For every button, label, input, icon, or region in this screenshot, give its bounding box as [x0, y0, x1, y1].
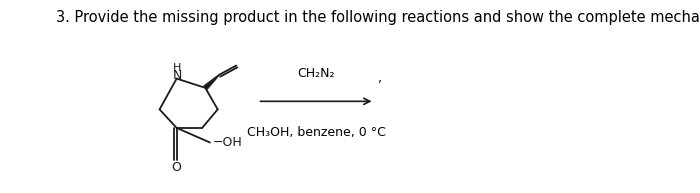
- Text: CH₂N₂: CH₂N₂: [298, 67, 335, 80]
- Text: 3. Provide the missing product in the following reactions and show the complete : 3. Provide the missing product in the fo…: [56, 10, 700, 25]
- Text: ,: ,: [378, 72, 382, 85]
- Polygon shape: [204, 74, 220, 90]
- Text: CH₃OH, benzene, 0 °C: CH₃OH, benzene, 0 °C: [247, 126, 386, 139]
- Text: O: O: [172, 161, 181, 174]
- Text: N: N: [173, 69, 182, 82]
- Text: H: H: [173, 63, 181, 73]
- Text: −OH: −OH: [213, 136, 243, 149]
